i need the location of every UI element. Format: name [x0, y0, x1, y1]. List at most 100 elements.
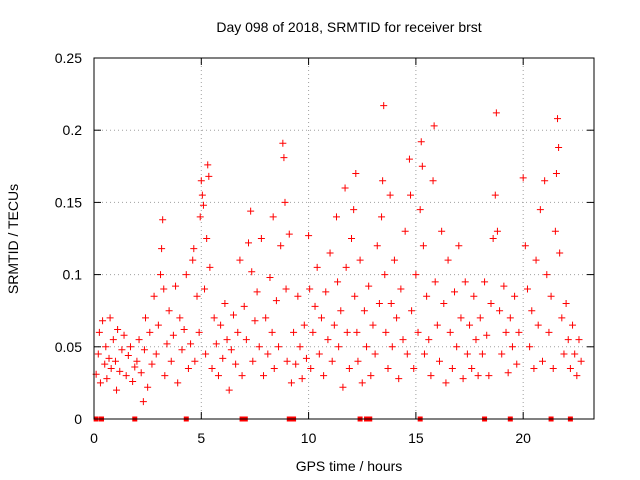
data-point	[461, 278, 469, 286]
data-point	[106, 314, 114, 322]
x-tick-label: 5	[197, 430, 205, 446]
data-point	[571, 350, 579, 358]
data-point	[111, 357, 119, 365]
data-point	[109, 336, 117, 344]
data-point	[160, 285, 168, 293]
data-point	[234, 328, 242, 336]
data-point	[247, 207, 255, 215]
data-point	[466, 321, 474, 329]
data-point	[203, 235, 211, 242]
data-point	[148, 360, 156, 368]
data-point	[99, 317, 107, 325]
data-point	[384, 364, 392, 372]
data-point	[408, 307, 416, 315]
plot-frame	[93, 57, 595, 420]
data-point	[174, 379, 182, 387]
data-point	[196, 213, 204, 221]
data-point	[339, 383, 347, 391]
data-point	[457, 314, 465, 322]
data-point	[277, 242, 285, 250]
data-point	[152, 350, 160, 358]
axis-ticks: 0 0.05 0.1 0.15 0.2 0.25 0 5 10 15 20	[55, 50, 594, 446]
data-point	[417, 138, 425, 146]
data-point	[214, 372, 222, 380]
data-point	[556, 249, 564, 257]
data-point	[212, 340, 220, 348]
data-point	[485, 372, 493, 380]
data-point	[296, 343, 304, 351]
data-point	[280, 154, 288, 162]
data-point	[435, 357, 443, 365]
data-point	[360, 307, 368, 315]
data-point	[515, 328, 523, 336]
data-point	[282, 285, 290, 293]
data-point	[217, 321, 225, 329]
data-point	[137, 369, 145, 377]
data-point	[575, 336, 583, 344]
data-point	[178, 346, 186, 354]
data-point	[269, 213, 277, 221]
data-point	[345, 364, 353, 372]
data-point	[429, 177, 437, 185]
data-point	[399, 336, 407, 344]
data-point	[418, 162, 426, 170]
data-point	[135, 336, 143, 344]
data-point	[369, 321, 377, 329]
data-point	[158, 245, 166, 253]
data-point	[120, 331, 128, 339]
data-point	[272, 297, 280, 305]
y-tick-label: 0.2	[63, 122, 83, 138]
data-point	[407, 191, 415, 199]
data-point	[538, 357, 546, 365]
data-point	[554, 115, 562, 123]
data-point	[365, 282, 373, 290]
data-point	[528, 307, 536, 315]
data-point	[150, 292, 158, 300]
data-point	[268, 328, 276, 336]
data-point	[446, 328, 454, 336]
data-point	[161, 372, 169, 380]
data-point	[198, 191, 206, 199]
data-point	[440, 299, 448, 307]
data-point	[397, 285, 405, 293]
data-point	[381, 271, 389, 279]
data-point	[373, 242, 381, 250]
data-point	[167, 357, 175, 365]
data-point	[165, 307, 173, 315]
data-point	[169, 331, 177, 339]
data-point	[238, 372, 246, 380]
data-point	[552, 170, 560, 178]
data-point	[257, 235, 265, 242]
data-point	[330, 321, 338, 329]
data-point	[309, 328, 317, 336]
data-point	[393, 314, 401, 322]
data-point	[264, 350, 272, 358]
data-point	[358, 379, 366, 387]
data-point	[221, 299, 229, 307]
data-point	[94, 350, 102, 358]
data-point	[470, 292, 478, 300]
data-point	[451, 288, 459, 296]
data-point	[566, 364, 574, 372]
data-point	[508, 343, 516, 351]
data-point	[154, 321, 162, 329]
data-point	[199, 201, 207, 209]
data-point	[481, 278, 489, 286]
y-tick-label: 0.1	[63, 267, 83, 283]
data-point	[532, 256, 540, 264]
data-point	[322, 288, 330, 296]
data-point	[270, 364, 278, 372]
data-point	[541, 177, 549, 185]
data-point	[140, 346, 148, 354]
data-point	[337, 307, 345, 315]
data-point	[281, 198, 289, 206]
data-point	[114, 325, 122, 333]
data-point	[493, 227, 501, 235]
data-point	[102, 343, 110, 351]
y-tick-label: 0.15	[55, 194, 82, 210]
data-point	[502, 328, 510, 336]
data-point	[249, 357, 257, 365]
data-point	[425, 336, 433, 344]
